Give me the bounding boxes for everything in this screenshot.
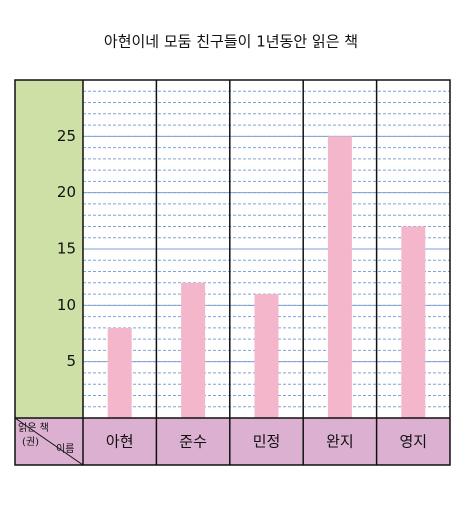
- y-tick-label: 10: [57, 296, 76, 314]
- y-tick-label: 5: [66, 352, 76, 370]
- y-axis-label: 읽은 책: [18, 421, 49, 434]
- x-tick-label: 영지: [399, 433, 427, 451]
- bar: [181, 282, 206, 418]
- x-axis-label: 이름: [56, 443, 74, 455]
- x-axis-panel: [15, 418, 450, 465]
- bar: [401, 226, 426, 418]
- y-tick-label: 25: [57, 127, 76, 145]
- y-axis-label: (권): [22, 436, 39, 448]
- bar: [327, 136, 352, 419]
- y-tick-label: 15: [57, 240, 76, 258]
- x-tick-label: 완지: [326, 433, 354, 451]
- y-tick-label: 20: [57, 183, 76, 201]
- corner-diagonal: [14, 417, 84, 466]
- x-tick-label: 아현: [106, 433, 134, 451]
- chart-title: 아현이네 모둠 친구들이 1년동안 읽은 책: [104, 33, 358, 51]
- x-tick-label: 준수: [179, 433, 207, 451]
- bar: [107, 327, 132, 418]
- y-axis-panel: [15, 80, 83, 418]
- x-tick-label: 민정: [253, 433, 281, 451]
- frame: [14, 79, 451, 466]
- bar: [254, 294, 279, 418]
